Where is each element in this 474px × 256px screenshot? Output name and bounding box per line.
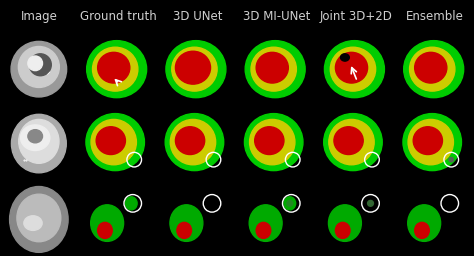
Ellipse shape xyxy=(284,197,296,210)
Circle shape xyxy=(28,56,43,71)
Circle shape xyxy=(449,157,454,162)
Text: Image: Image xyxy=(20,10,57,23)
Ellipse shape xyxy=(170,205,203,241)
Ellipse shape xyxy=(24,216,42,230)
Ellipse shape xyxy=(403,114,462,171)
Text: Ensemble: Ensemble xyxy=(406,10,464,23)
Ellipse shape xyxy=(86,114,145,171)
Ellipse shape xyxy=(20,125,50,151)
Ellipse shape xyxy=(91,120,137,165)
Circle shape xyxy=(368,200,374,206)
Text: 3D MI-UNet: 3D MI-UNet xyxy=(243,10,310,23)
Ellipse shape xyxy=(324,41,384,98)
Ellipse shape xyxy=(408,205,441,241)
Ellipse shape xyxy=(255,127,284,155)
Ellipse shape xyxy=(177,52,209,83)
Ellipse shape xyxy=(408,120,454,165)
Ellipse shape xyxy=(28,130,43,143)
Ellipse shape xyxy=(175,127,205,155)
Ellipse shape xyxy=(172,47,217,91)
Ellipse shape xyxy=(98,52,130,83)
Ellipse shape xyxy=(328,205,361,241)
Ellipse shape xyxy=(92,47,138,91)
Ellipse shape xyxy=(175,51,210,84)
Ellipse shape xyxy=(11,114,66,173)
Circle shape xyxy=(18,47,59,88)
Ellipse shape xyxy=(245,114,303,171)
Ellipse shape xyxy=(245,41,305,98)
Ellipse shape xyxy=(17,194,61,242)
Text: Joint 3D+2D: Joint 3D+2D xyxy=(319,10,392,23)
Circle shape xyxy=(29,54,51,76)
Text: 3D UNet: 3D UNet xyxy=(173,10,222,23)
Ellipse shape xyxy=(256,222,271,238)
Ellipse shape xyxy=(415,222,429,238)
Ellipse shape xyxy=(336,222,350,238)
Circle shape xyxy=(290,157,296,163)
Ellipse shape xyxy=(249,205,282,241)
Ellipse shape xyxy=(96,127,126,155)
Ellipse shape xyxy=(329,120,374,165)
Circle shape xyxy=(131,157,137,163)
Ellipse shape xyxy=(91,205,124,241)
Ellipse shape xyxy=(340,54,349,61)
Ellipse shape xyxy=(98,222,112,238)
Ellipse shape xyxy=(165,114,224,171)
Ellipse shape xyxy=(324,114,382,171)
Text: Ground truth: Ground truth xyxy=(80,10,156,23)
Circle shape xyxy=(287,200,293,206)
Ellipse shape xyxy=(330,47,375,91)
Ellipse shape xyxy=(415,52,447,83)
Ellipse shape xyxy=(19,120,59,163)
Circle shape xyxy=(128,200,135,207)
Ellipse shape xyxy=(410,47,455,91)
Ellipse shape xyxy=(166,41,226,98)
Ellipse shape xyxy=(250,120,295,165)
Ellipse shape xyxy=(256,52,288,83)
Ellipse shape xyxy=(334,127,363,155)
Ellipse shape xyxy=(404,41,464,98)
Ellipse shape xyxy=(87,41,146,98)
Circle shape xyxy=(11,41,67,97)
Ellipse shape xyxy=(413,127,442,155)
Ellipse shape xyxy=(170,120,216,165)
Ellipse shape xyxy=(126,197,137,210)
Ellipse shape xyxy=(251,47,296,91)
Ellipse shape xyxy=(177,222,191,238)
Ellipse shape xyxy=(9,187,68,252)
Ellipse shape xyxy=(336,52,368,83)
